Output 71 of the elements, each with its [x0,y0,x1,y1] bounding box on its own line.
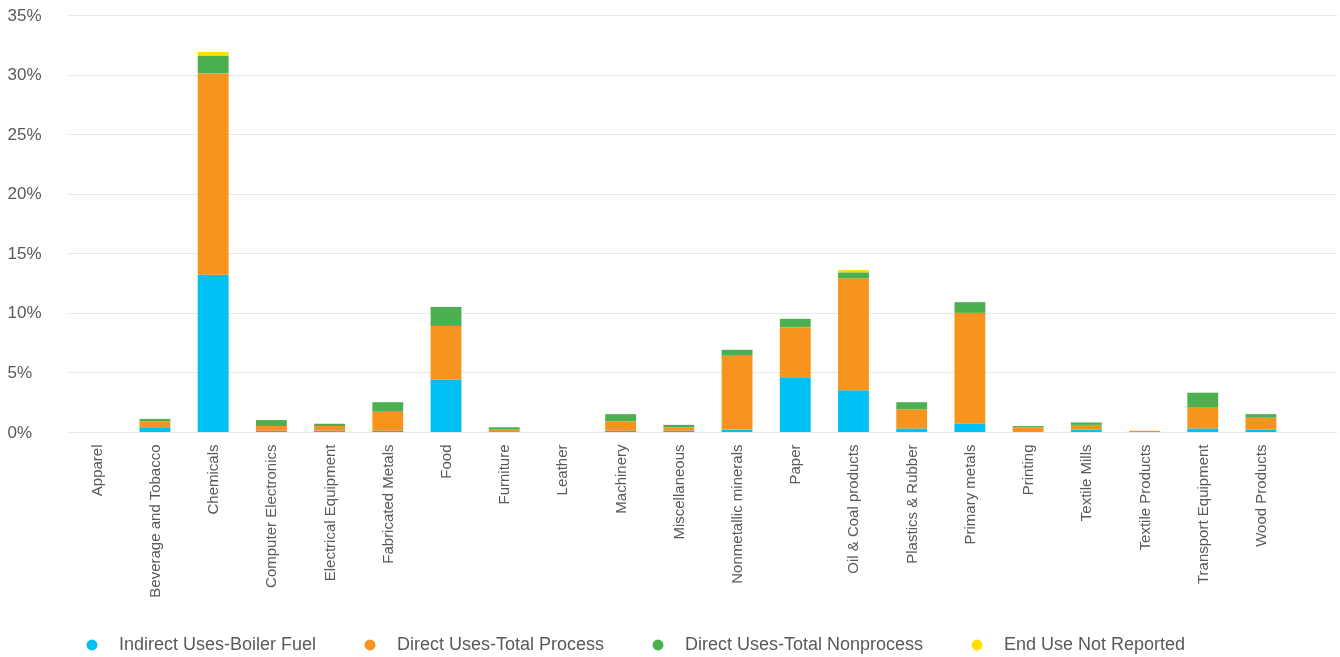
legend-label: Direct Uses-Total Process [397,634,605,654]
bar [1245,417,1277,430]
bar [372,411,404,431]
legend-label: End Use Not Reported [1004,634,1186,654]
x-tick-label: Fabricated Metals [378,444,396,564]
y-tick-label: 10% [7,303,42,323]
x-tick-label: Oil & Coal products [844,444,862,574]
bar [954,312,986,424]
y-tick-label: 30% [7,65,42,85]
bar [197,274,229,432]
bar [1070,424,1102,430]
bar [779,377,811,432]
x-tick-label: Beverage and Tobacco [145,444,163,598]
bar [197,55,229,74]
y-tick-label: 35% [7,5,42,25]
bar [430,325,462,380]
x-tick-label: Textile Products [1135,444,1153,551]
bar [954,302,986,313]
bar [255,420,287,427]
x-tick-label: Primary metals [960,444,978,545]
x-tick-label: Leather [553,444,571,496]
bar [255,426,287,431]
bar [1187,406,1219,429]
bar [139,421,171,428]
bar [779,318,811,328]
legend-label: Indirect Uses-Boiler Fuel [119,634,317,654]
bar [430,306,462,326]
bar [372,402,404,412]
x-tick-label: Paper [786,444,804,485]
bar [1187,392,1219,407]
y-tick-label: 20% [7,184,42,204]
x-tick-label: Apparel [87,444,105,497]
bar [954,423,986,432]
bar [779,327,811,378]
bar [838,278,869,391]
y-tick-label: 5% [7,362,33,382]
bar [605,421,637,431]
x-tick-label: Textile Mills [1077,444,1095,522]
x-tick-label: Plastics & Rubber [902,444,920,564]
x-tick-label: Printing [1019,444,1037,496]
bar [896,428,928,432]
bar [838,390,869,432]
bar [314,426,345,431]
bar [1070,422,1102,425]
x-tick-label: Transport Equipment [1193,443,1211,585]
legend-label: Direct Uses-Total Nonprocess [685,634,924,654]
x-tick-label: Wood Products [1251,444,1269,547]
x-tick-label: Miscellaneous [669,444,687,540]
bar [197,73,229,275]
bar [896,409,928,429]
bar [197,51,229,56]
bar [896,402,928,410]
x-tick-label: Food [437,444,454,479]
x-tick-label: Chemicals [204,444,222,515]
y-tick-label: 15% [7,243,42,263]
bar [721,355,753,430]
bar [139,427,171,432]
bar [1012,427,1044,432]
x-tick-label: Computer Electronics [262,444,280,588]
bar [1187,428,1219,432]
bar [430,379,462,432]
x-tick-label: Nonmetallic minerals [728,444,746,584]
bar [721,349,753,356]
x-tick-label: Electrical Equipment [320,443,338,582]
bar [605,414,637,422]
x-tick-label: Furniture [495,444,513,505]
x-tick-label: Machinery [611,444,629,514]
bar [1245,414,1277,418]
y-tick-label: 0% [7,422,33,442]
bar [838,272,869,279]
y-tick-label: 25% [7,124,42,144]
